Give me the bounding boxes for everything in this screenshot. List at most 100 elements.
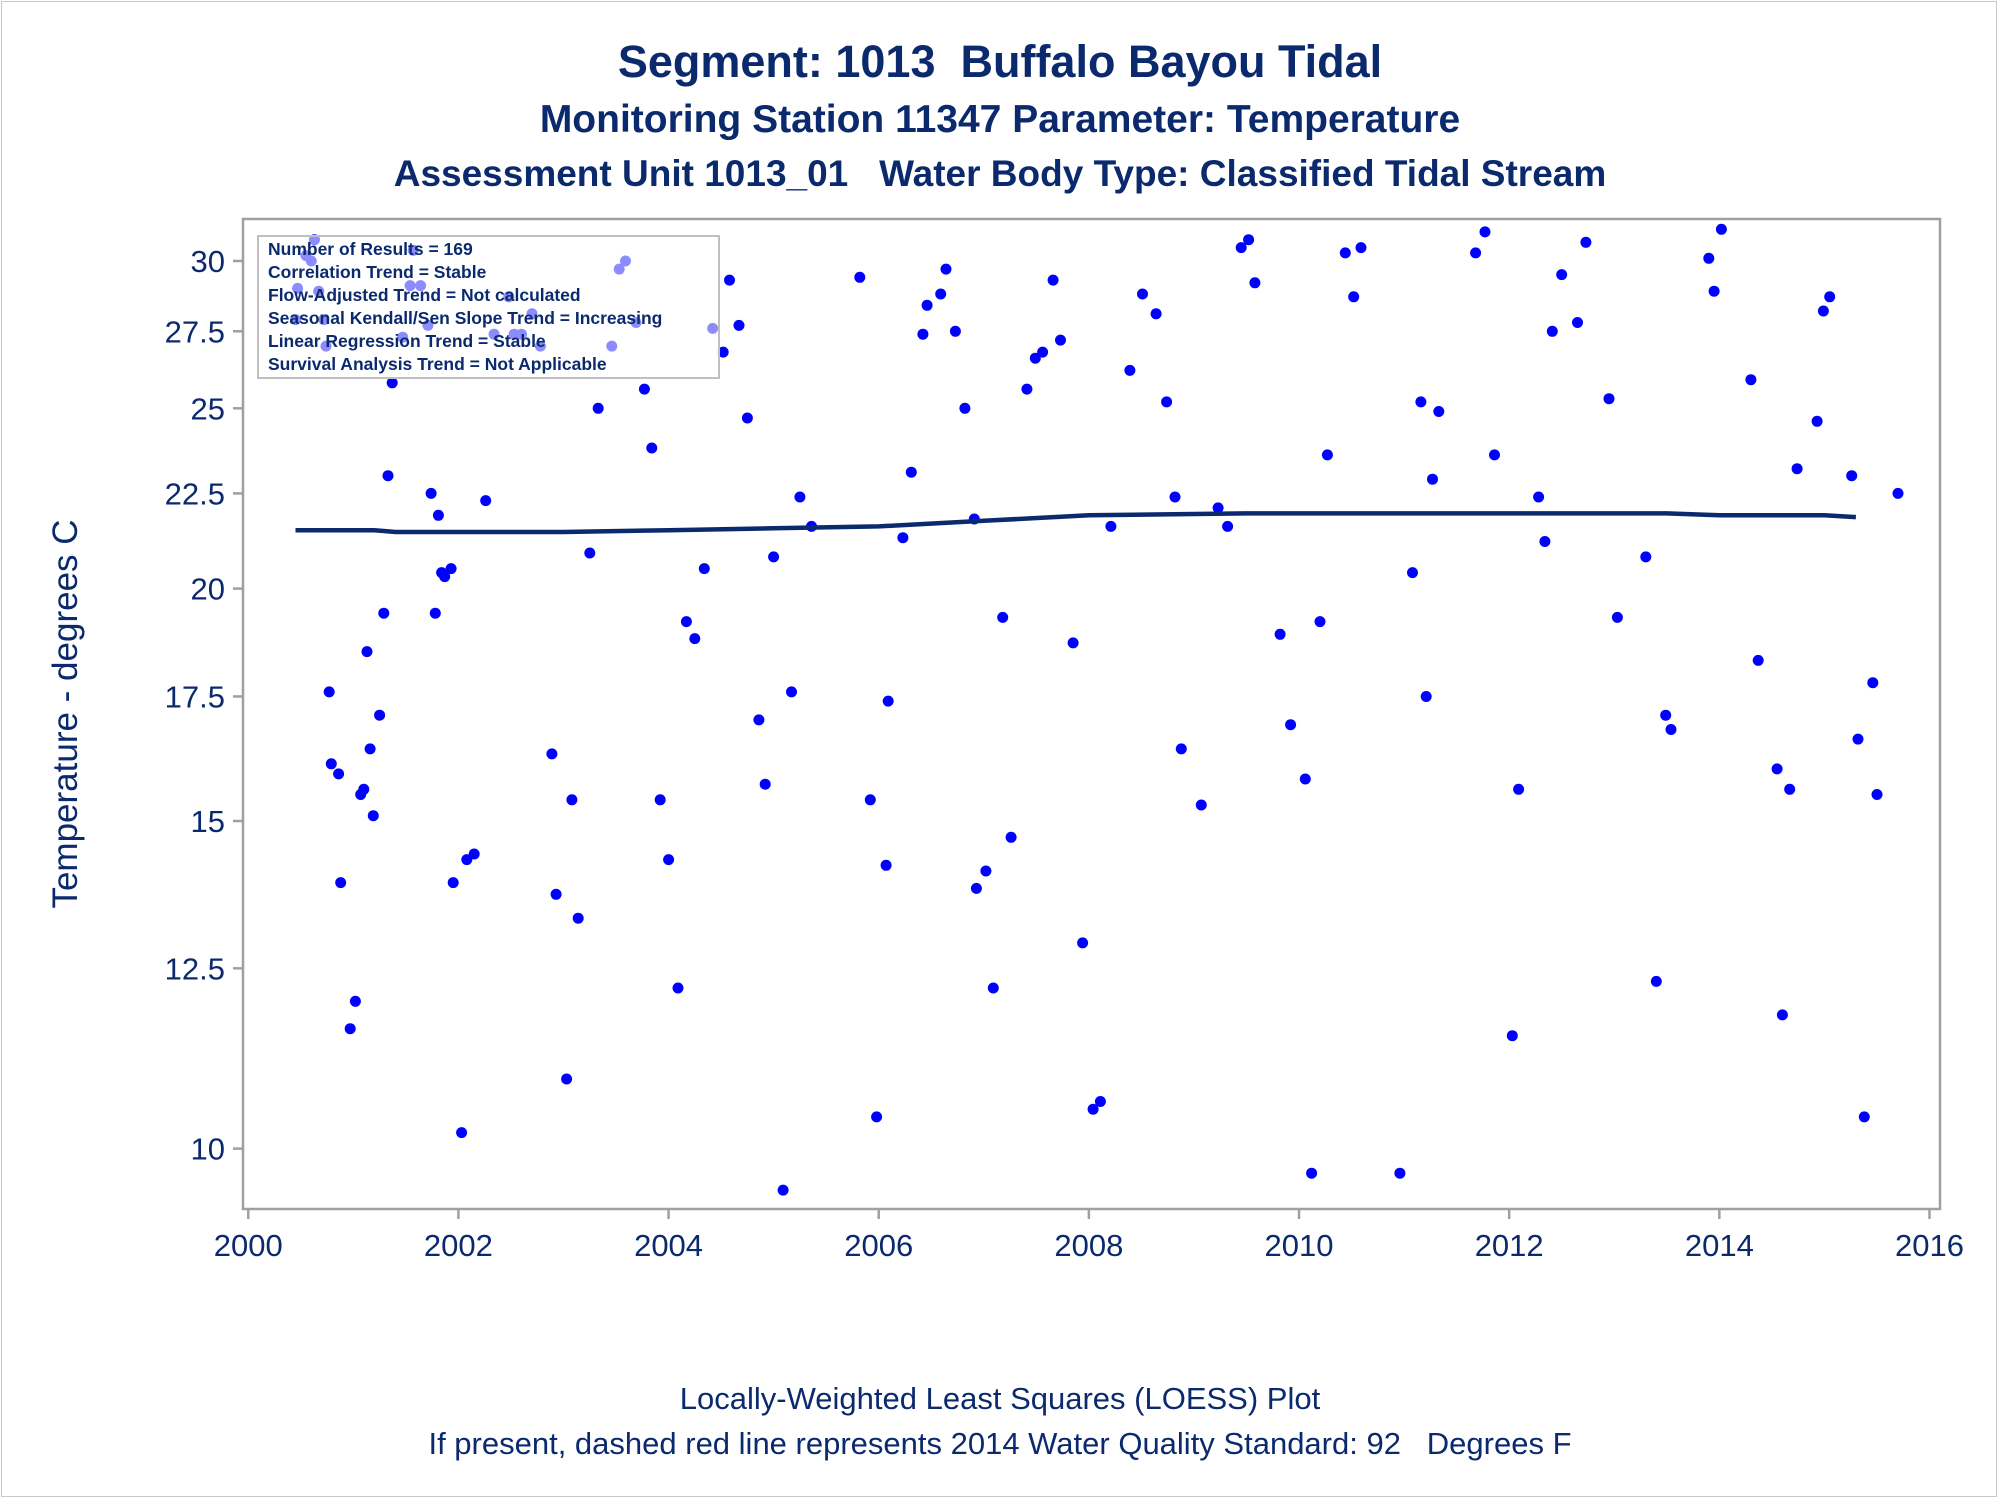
data-point [1771, 763, 1783, 775]
footnote-standard: If present, dashed red line represents 2… [428, 1426, 1572, 1461]
data-point [949, 325, 961, 337]
data-point [733, 319, 745, 331]
x-tick-label: 2010 [1265, 1228, 1334, 1263]
data-point [480, 495, 492, 507]
y-tick-label: 12.5 [165, 951, 225, 986]
data-point [777, 1184, 789, 1196]
data-point [1817, 305, 1829, 317]
data-point [432, 509, 444, 521]
data-point [1047, 274, 1059, 286]
data-point [1489, 449, 1500, 461]
data-point [592, 402, 604, 414]
chart-subtitle-station: Monitoring Station 11347 Parameter: Temp… [539, 98, 1461, 141]
chart-subtitle-assessment: Assessment Unit 1013_01 Water Body Type:… [393, 153, 1607, 194]
data-point [1055, 334, 1066, 346]
data-point [1479, 226, 1491, 238]
data-point [663, 854, 675, 866]
data-point [1355, 242, 1367, 254]
data-point [1846, 470, 1858, 482]
y-tick-label: 10 [191, 1132, 225, 1167]
data-point [447, 877, 459, 889]
data-point [698, 563, 710, 575]
data-point [1603, 393, 1615, 405]
data-point [1665, 724, 1677, 735]
info-correlation-trend: Correlation Trend = Stable [268, 262, 487, 282]
y-tick-label: 30 [191, 244, 225, 279]
data-point [445, 563, 457, 575]
data-point [1274, 628, 1286, 640]
data-point [1611, 611, 1623, 623]
data-point [439, 571, 451, 583]
data-point [572, 912, 584, 924]
y-axis-title: Temperature - degrees C [46, 519, 85, 908]
data-point [672, 982, 684, 994]
data-point [768, 551, 780, 563]
data-point [361, 646, 373, 658]
data-point [871, 1111, 883, 1123]
data-point [358, 783, 370, 795]
info-survival-analysis-trend: Survival Analysis Trend = Not Applicable [268, 354, 607, 374]
data-point [333, 768, 345, 780]
data-point [1169, 491, 1181, 503]
data-point [970, 882, 982, 894]
data-point [566, 794, 578, 806]
data-point [1824, 291, 1836, 303]
data-point [1314, 616, 1326, 628]
data-point [1394, 1167, 1406, 1179]
data-point [378, 607, 390, 619]
info-box-frame [257, 235, 720, 379]
data-point [1640, 551, 1652, 563]
data-point [905, 466, 917, 478]
x-tick-label: 2006 [844, 1228, 913, 1263]
data-point [786, 686, 797, 698]
y-tick-label: 27.5 [165, 314, 225, 349]
data-point [1161, 396, 1173, 408]
data-point [456, 1127, 468, 1139]
data-point [468, 848, 480, 860]
data-point [1235, 242, 1247, 254]
data-point [550, 888, 562, 900]
data-point [680, 616, 692, 628]
data-point [654, 794, 666, 806]
data-point [1752, 654, 1764, 666]
data-point [741, 412, 753, 424]
y-tick-label: 15 [191, 804, 225, 839]
footnote-loess: Locally-Weighted Least Squares (LOESS) P… [679, 1381, 1321, 1416]
data-point [1715, 223, 1727, 235]
data-point [1420, 691, 1432, 702]
data-point [1470, 247, 1482, 259]
data-point [1513, 783, 1525, 795]
data-point [1067, 637, 1079, 649]
data-point [1407, 567, 1418, 579]
data-point [425, 487, 437, 499]
data-point [1285, 719, 1297, 731]
loess-trend-line [295, 511, 1857, 535]
data-point [323, 686, 335, 698]
data-point [1708, 285, 1720, 297]
data-point [1150, 308, 1162, 320]
info-number-of-results: Number of Results = 169 [268, 239, 473, 259]
data-point [1077, 937, 1089, 949]
data-point [546, 748, 558, 760]
y-tick-label: 25 [191, 391, 225, 426]
data-point [1556, 269, 1568, 281]
data-point [1871, 789, 1883, 800]
data-point [1087, 1103, 1099, 1115]
x-tick-label: 2000 [214, 1228, 283, 1263]
data-point [1415, 396, 1427, 408]
x-tick-label: 2008 [1054, 1228, 1123, 1263]
data-point [561, 1073, 573, 1085]
data-point [921, 299, 933, 311]
data-point [854, 271, 866, 283]
chart-title: Segment: 1013 Buffalo Bayou Tidal [617, 36, 1383, 87]
info-flow-adjusted-trend: Flow-Adjusted Trend = Not calculated [268, 285, 581, 305]
y-tick-label: 22.5 [165, 476, 225, 511]
data-point [584, 547, 596, 559]
x-tick-label: 2002 [424, 1228, 493, 1263]
y-axis: 10 12.5 15 17.5 20 22.5 25 27.5 30 [165, 244, 243, 1167]
data-point [1776, 1009, 1788, 1021]
data-point [367, 810, 379, 822]
data-point [364, 743, 376, 755]
info-box: Number of Results = 169 Correlation Tren… [257, 235, 720, 379]
